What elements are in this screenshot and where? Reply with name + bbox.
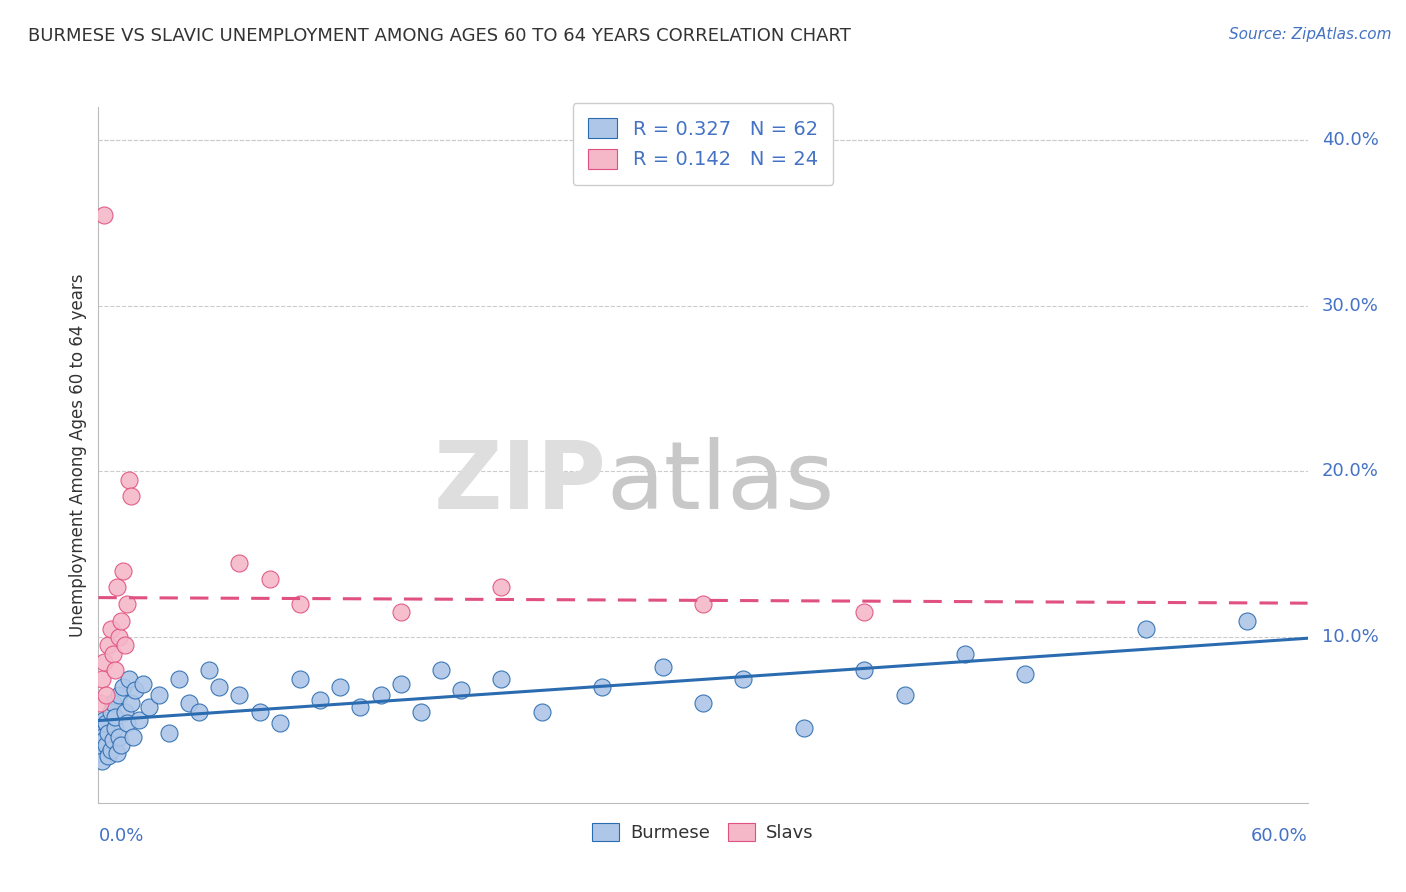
Point — [124, 683, 146, 698]
Point — [370, 688, 392, 702]
Point — [96, 688, 118, 702]
Point — [103, 721, 125, 735]
Text: 20.0%: 20.0% — [1322, 462, 1379, 481]
Point — [107, 630, 129, 644]
Point — [115, 597, 138, 611]
Point — [107, 688, 129, 702]
Point — [349, 699, 371, 714]
Point — [692, 697, 714, 711]
Point — [208, 680, 231, 694]
Point — [91, 730, 114, 744]
Point — [198, 663, 221, 677]
Point — [91, 755, 114, 769]
Point — [288, 672, 311, 686]
Point — [107, 730, 129, 744]
Point — [89, 697, 111, 711]
Point — [491, 581, 513, 595]
Text: BURMESE VS SLAVIC UNEMPLOYMENT AMONG AGES 60 TO 64 YEARS CORRELATION CHART: BURMESE VS SLAVIC UNEMPLOYMENT AMONG AGE… — [28, 27, 851, 45]
Point — [288, 597, 311, 611]
Text: 10.0%: 10.0% — [1322, 628, 1379, 646]
Point — [309, 693, 332, 707]
Point — [389, 676, 412, 690]
Point — [89, 721, 111, 735]
Point — [953, 647, 976, 661]
Point — [111, 564, 134, 578]
Point — [389, 605, 412, 619]
Point — [120, 697, 142, 711]
Point — [228, 688, 250, 702]
Point — [249, 705, 271, 719]
Point — [97, 639, 120, 653]
Point — [893, 688, 915, 702]
Point — [120, 489, 142, 503]
Legend: Burmese, Slavs: Burmese, Slavs — [585, 815, 821, 849]
Point — [105, 581, 128, 595]
Point — [101, 647, 124, 661]
Point — [110, 738, 132, 752]
Text: atlas: atlas — [606, 437, 835, 529]
Point — [128, 713, 150, 727]
Point — [97, 749, 120, 764]
Point — [103, 709, 125, 723]
Point — [530, 705, 553, 719]
Point — [93, 208, 115, 222]
Point — [179, 697, 201, 711]
Point — [132, 676, 155, 690]
Point — [121, 730, 143, 744]
Point — [105, 746, 128, 760]
Point — [100, 743, 122, 757]
Point — [115, 716, 138, 731]
Point — [853, 605, 876, 619]
Point — [329, 680, 352, 694]
Point — [430, 663, 453, 677]
Text: 0.0%: 0.0% — [98, 827, 143, 845]
Point — [114, 705, 136, 719]
Point — [733, 672, 755, 686]
Point — [96, 738, 118, 752]
Point — [89, 746, 111, 760]
Text: 60.0%: 60.0% — [1251, 827, 1308, 845]
Point — [118, 672, 141, 686]
Y-axis label: Unemployment Among Ages 60 to 64 years: Unemployment Among Ages 60 to 64 years — [69, 273, 87, 637]
Point — [1014, 666, 1036, 681]
Point — [269, 716, 291, 731]
Point — [188, 705, 211, 719]
Point — [1236, 614, 1258, 628]
Text: 30.0%: 30.0% — [1322, 297, 1379, 315]
Point — [111, 680, 134, 694]
Point — [228, 556, 250, 570]
Text: Source: ZipAtlas.com: Source: ZipAtlas.com — [1229, 27, 1392, 42]
Point — [118, 473, 141, 487]
Text: ZIP: ZIP — [433, 437, 606, 529]
Point — [1135, 622, 1157, 636]
Point — [101, 697, 124, 711]
Point — [97, 726, 120, 740]
Point — [93, 732, 115, 747]
Point — [157, 726, 180, 740]
Point — [651, 660, 673, 674]
Point — [450, 683, 472, 698]
Point — [692, 597, 714, 611]
Point — [259, 572, 281, 586]
Point — [167, 672, 190, 686]
Point — [793, 721, 815, 735]
Point — [114, 639, 136, 653]
Point — [853, 663, 876, 677]
Point — [491, 672, 513, 686]
Point — [138, 699, 160, 714]
Point — [591, 680, 613, 694]
Point — [100, 705, 122, 719]
Point — [100, 622, 122, 636]
Point — [96, 716, 118, 731]
Point — [93, 655, 115, 669]
Point — [103, 663, 125, 677]
Text: 40.0%: 40.0% — [1322, 131, 1379, 149]
Point — [110, 614, 132, 628]
Point — [101, 732, 124, 747]
Point — [93, 713, 115, 727]
Point — [148, 688, 170, 702]
Point — [91, 672, 114, 686]
Point — [409, 705, 432, 719]
